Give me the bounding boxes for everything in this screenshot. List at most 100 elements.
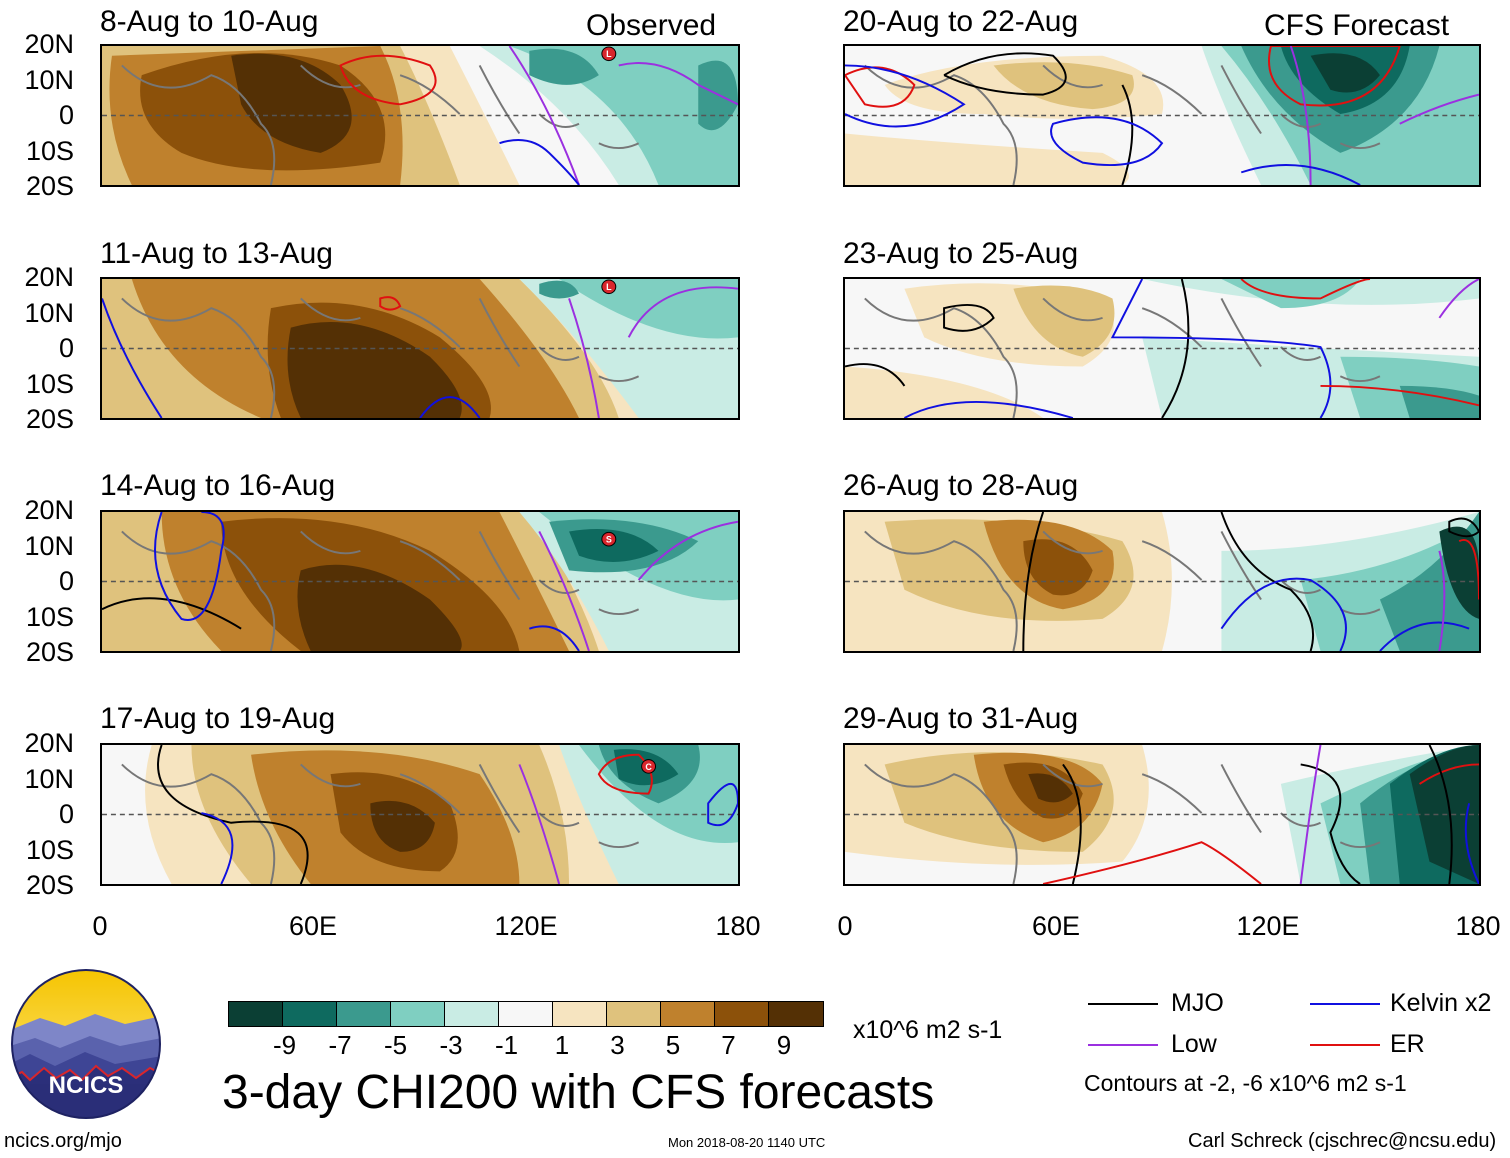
legend-er-label: ER (1390, 1030, 1425, 1058)
contour-line-3 (637, 520, 738, 581)
shading-region-2 (1013, 285, 1115, 357)
contour-line-4 (1050, 116, 1164, 166)
contour-line-3 (1042, 841, 1262, 884)
contour-line-7 (1399, 93, 1479, 125)
map-svg-1: L (102, 46, 738, 185)
contour-line-0 (102, 597, 242, 630)
coastline (121, 763, 640, 884)
panel-6-title: 23-Aug to 25-Aug (843, 237, 1079, 270)
colorbar-swatch-6 (553, 1002, 607, 1026)
panel-8-title: 29-Aug to 31-Aug (843, 702, 1079, 735)
contour-line-7 (1320, 384, 1479, 407)
lat-tick-4-1: 10N (24, 763, 74, 794)
panel-5-title: 20-Aug to 22-Aug (843, 5, 1079, 38)
colorbar-units: x10^6 m2 s-1 (853, 1016, 1003, 1044)
contour-line-2 (1110, 279, 1332, 418)
lat-tick-3-3: 10S (25, 601, 74, 632)
contour-line-2 (518, 764, 561, 884)
colorbar-tick-2: -5 (383, 1030, 408, 1060)
lat-tick-2-1: 10N (24, 297, 74, 328)
legend-kelvin-line (1310, 1003, 1380, 1005)
contour-line-3 (568, 298, 600, 418)
map-svg-3: S (102, 512, 738, 651)
contour-line-0 (943, 303, 995, 332)
contour-line-3 (845, 363, 906, 387)
panel-4-title: 17-Aug to 19-Aug (100, 702, 336, 735)
lat-tick-4-0: 20N (24, 728, 74, 758)
lat-tick-2-4: 20S (25, 404, 74, 434)
storm-marker: S (601, 531, 617, 547)
contour-line-3 (597, 753, 653, 795)
lon-tick-right-180: 180 (1455, 911, 1501, 941)
shading-region-5 (1028, 773, 1073, 803)
contour-line-6 (1438, 279, 1479, 319)
contour-line-6 (1458, 539, 1479, 600)
map-panel-4: C (100, 743, 740, 886)
colorbar-swatch-7 (607, 1002, 661, 1026)
lat-tick-4-4: 20S (25, 870, 74, 900)
contour-line-1 (201, 812, 234, 884)
legend-mjo-line (1088, 1003, 1158, 1005)
colorbar-swatch-5 (499, 1002, 553, 1026)
shading-region-8 (529, 48, 599, 85)
map-panel-8 (843, 743, 1481, 886)
lat-tick-3-2: 0 (58, 566, 74, 596)
contour-line-1 (508, 46, 580, 185)
coastline (864, 297, 1381, 418)
panel-2-title: 11-Aug to 13-Aug (100, 237, 333, 270)
colorbar-swatch-4 (445, 1002, 499, 1026)
legend-low-line (1088, 1044, 1158, 1046)
footer-url[interactable]: ncics.org/mjo (4, 1130, 122, 1152)
contour-line-0 (157, 745, 309, 884)
storm-marker: L (601, 46, 617, 62)
map-panel-1: L (100, 44, 740, 187)
coastline (864, 530, 1381, 651)
contour-line-1 (154, 512, 225, 621)
coastline (121, 64, 640, 185)
lat-tick-2-3: 10S (25, 368, 74, 399)
colorbar-tick-4: -1 (494, 1030, 519, 1060)
contour-line-8 (1240, 164, 1361, 185)
colorbar-swatch-0 (229, 1002, 283, 1026)
lat-tick-3-1: 10N (24, 530, 74, 561)
svg-text:C: C (645, 762, 652, 772)
contour-line-3 (1379, 621, 1470, 651)
shading-region-6 (559, 279, 738, 339)
lon-tick-right-120e: 120E (1236, 911, 1300, 941)
footer-author: Carl Schreck (cjschrec@ncsu.edu) (1188, 1130, 1497, 1152)
coastline (121, 297, 640, 418)
map-panel-2: L (100, 277, 740, 420)
forecast-tag: CFS Forecast (1264, 9, 1450, 42)
storm-marker: L (601, 279, 617, 295)
contour-line-2 (538, 531, 590, 651)
shading-region-5 (370, 800, 435, 852)
ncics-logo: NCICS (10, 968, 162, 1120)
lon-tick-right-0: 0 (837, 911, 853, 941)
contour-line-0 (379, 296, 402, 311)
lat-tick-4-3: 10S (25, 834, 74, 865)
contour-line-0 (1062, 763, 1082, 884)
shading-region-3 (845, 133, 1129, 185)
shading-region-2 (993, 62, 1134, 110)
contour-line-5 (1438, 550, 1446, 651)
colorbar-tick-7: 5 (665, 1030, 681, 1060)
lat-tick-1-4: 20S (25, 171, 74, 201)
contour-line-3 (1121, 84, 1134, 185)
legend-kelvin-label: Kelvin x2 (1390, 989, 1492, 1017)
lon-tick-right-60e: 60E (1031, 911, 1081, 941)
contour-line-4 (707, 783, 738, 827)
contour-line-3 (499, 139, 580, 185)
map-panel-3: S (100, 510, 740, 653)
contour-line-4 (903, 400, 1074, 418)
lat-tick-3-4: 20S (25, 637, 74, 667)
contour-line-0 (339, 54, 437, 106)
contour-line-4 (1419, 763, 1479, 785)
lat-tick-1-2: 0 (58, 100, 74, 130)
lon-tick-left-0: 0 (92, 911, 108, 941)
contour-line-1 (102, 298, 163, 418)
contour-line-5 (1240, 279, 1371, 300)
map-svg-4: C (102, 745, 738, 884)
colorbar-tick-9: 9 (776, 1030, 792, 1060)
lat-tick-2-0: 20N (24, 262, 74, 292)
shading-region-8 (569, 529, 659, 562)
